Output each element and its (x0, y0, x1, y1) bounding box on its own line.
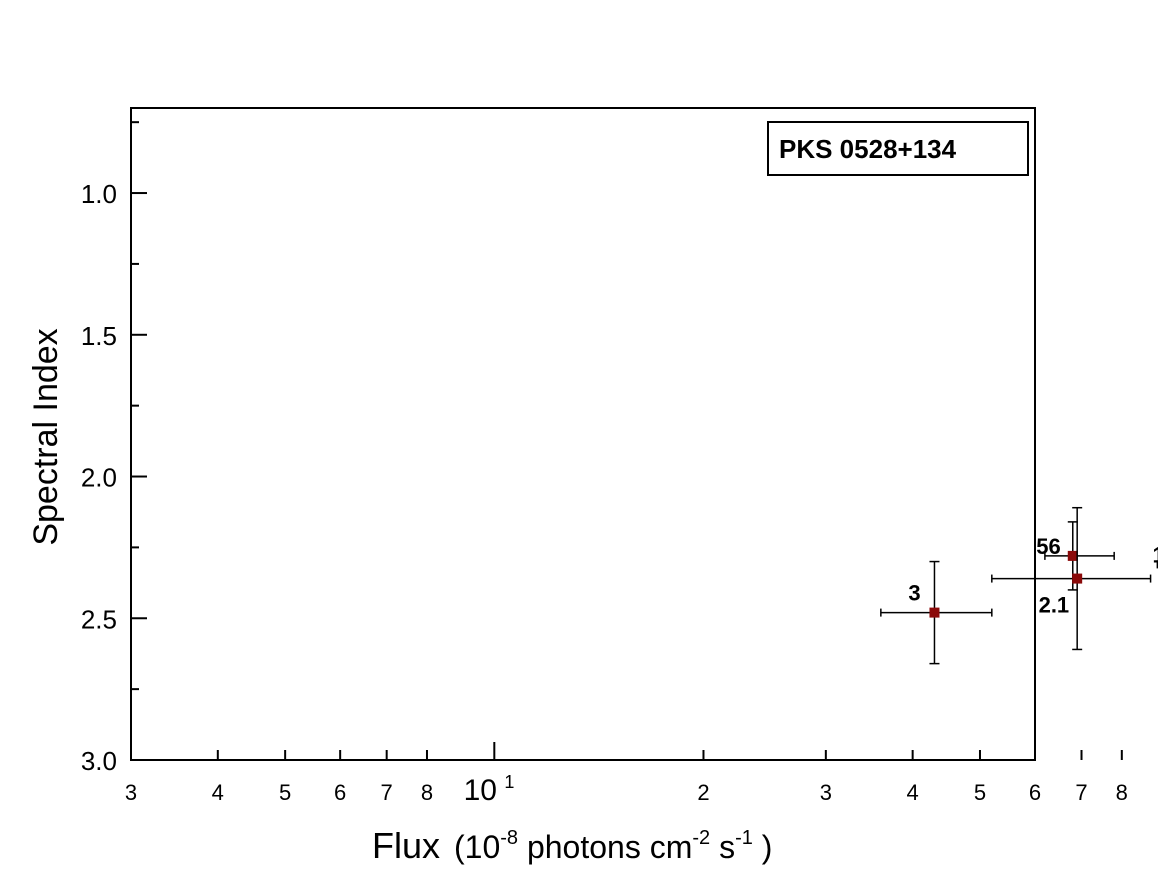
data-point: 1.0 (1153, 542, 1158, 569)
x-tick-label: 3 (125, 780, 137, 805)
x-axis: 34567810123456781022345 (125, 742, 1128, 807)
legend-text: PKS 0528+134 (779, 134, 957, 164)
x-tick-label: 6 (334, 780, 346, 805)
x-tick-label: 10 (464, 774, 497, 807)
x-tick-label: 8 (1116, 780, 1128, 805)
x-axis-label: Flux (10-8 photons cm-2 s-1 ) (372, 825, 772, 866)
x-label-main: Flux (10-8 photons cm-2 s-1 ) (372, 825, 772, 866)
x-tick-label: 6 (1029, 780, 1041, 805)
data-point: 2.1 (991, 506, 1152, 651)
x-tick-label: 4 (907, 780, 919, 805)
x-label-exp3: -1 (735, 827, 753, 849)
point-marker (929, 607, 940, 618)
point-label: 1.0 (1153, 542, 1158, 567)
point-label: 3 (908, 581, 920, 606)
y-tick-label: 1.0 (81, 179, 117, 209)
x-tick-exponent: 1 (504, 772, 514, 792)
data-point: 56 (1036, 521, 1115, 591)
data-point: 3 (880, 560, 993, 665)
x-label-open: (10 (454, 829, 500, 865)
legend: PKS 0528+134 (767, 121, 1029, 176)
x-tick-label: 3 (820, 780, 832, 805)
x-label-mid: photons cm (518, 829, 692, 865)
y-tick-label: 2.5 (81, 604, 117, 634)
point-label: 2.1 (1039, 593, 1070, 618)
x-tick-label: 7 (1075, 780, 1087, 805)
x-label-close: ) (753, 829, 773, 865)
y-axis-label: Spectral Index (27, 328, 65, 545)
x-label-exp2: -2 (692, 827, 710, 849)
plot-border (130, 107, 1036, 761)
x-tick-label: 5 (974, 780, 986, 805)
point-marker (1067, 550, 1078, 561)
y-tick-label: 1.5 (81, 321, 117, 351)
point-marker (1072, 573, 1083, 584)
y-tick-label: 3.0 (81, 746, 117, 776)
x-tick-label: 7 (381, 780, 393, 805)
x-tick-label: 2 (697, 780, 709, 805)
plot-frame (130, 107, 1036, 761)
x-tick-label: 5 (279, 780, 291, 805)
x-label-mid2: s (710, 829, 735, 865)
point-label: 56 (1036, 534, 1060, 559)
x-label-exp1: -8 (500, 827, 518, 849)
y-axis: 1.0 1.5 2.0 2.5 3.0 (81, 121, 147, 776)
x-tick-label: 4 (212, 780, 224, 805)
x-tick-label: 8 (421, 780, 433, 805)
legend-box (767, 121, 1029, 176)
y-tick-label: 2.0 (81, 463, 117, 493)
x-label-flux: Flux (372, 825, 440, 866)
